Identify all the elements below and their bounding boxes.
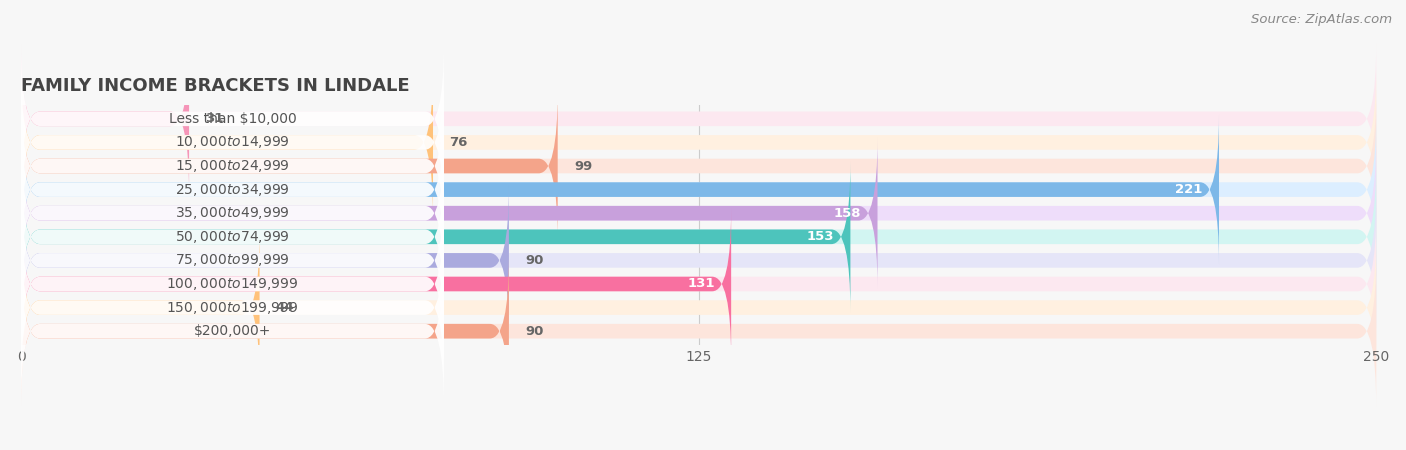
FancyBboxPatch shape (21, 114, 1219, 265)
Text: FAMILY INCOME BRACKETS IN LINDALE: FAMILY INCOME BRACKETS IN LINDALE (21, 77, 409, 95)
FancyBboxPatch shape (21, 67, 444, 218)
Text: 99: 99 (574, 159, 592, 172)
FancyBboxPatch shape (21, 138, 877, 288)
FancyBboxPatch shape (21, 138, 1376, 288)
Text: $100,000 to $149,999: $100,000 to $149,999 (166, 276, 298, 292)
FancyBboxPatch shape (21, 162, 444, 312)
Text: $150,000 to $199,999: $150,000 to $199,999 (166, 300, 298, 315)
Text: 31: 31 (205, 112, 224, 125)
FancyBboxPatch shape (21, 114, 1376, 265)
Text: $10,000 to $14,999: $10,000 to $14,999 (176, 135, 290, 150)
Text: $50,000 to $74,999: $50,000 to $74,999 (176, 229, 290, 245)
Text: 131: 131 (688, 278, 714, 291)
FancyBboxPatch shape (21, 44, 1376, 194)
FancyBboxPatch shape (21, 256, 444, 406)
Text: $200,000+: $200,000+ (194, 324, 271, 338)
FancyBboxPatch shape (21, 185, 509, 336)
Text: $25,000 to $34,999: $25,000 to $34,999 (176, 182, 290, 198)
FancyBboxPatch shape (21, 67, 433, 218)
Text: $75,000 to $99,999: $75,000 to $99,999 (176, 252, 290, 268)
Text: 44: 44 (276, 301, 294, 314)
Text: 76: 76 (450, 136, 468, 149)
FancyBboxPatch shape (21, 232, 260, 383)
Text: 90: 90 (526, 325, 544, 338)
FancyBboxPatch shape (21, 91, 1376, 241)
Text: Less than $10,000: Less than $10,000 (169, 112, 297, 126)
Text: 90: 90 (526, 254, 544, 267)
FancyBboxPatch shape (21, 185, 444, 336)
Text: 158: 158 (834, 207, 862, 220)
FancyBboxPatch shape (21, 67, 1376, 218)
FancyBboxPatch shape (21, 162, 851, 312)
FancyBboxPatch shape (21, 256, 1376, 406)
FancyBboxPatch shape (21, 185, 1376, 336)
FancyBboxPatch shape (21, 209, 1376, 359)
FancyBboxPatch shape (21, 44, 444, 194)
Text: 153: 153 (807, 230, 834, 243)
FancyBboxPatch shape (21, 209, 444, 359)
Text: $15,000 to $24,999: $15,000 to $24,999 (176, 158, 290, 174)
FancyBboxPatch shape (21, 91, 558, 241)
FancyBboxPatch shape (21, 138, 444, 288)
FancyBboxPatch shape (21, 232, 444, 383)
Text: Source: ZipAtlas.com: Source: ZipAtlas.com (1251, 14, 1392, 27)
FancyBboxPatch shape (21, 162, 1376, 312)
FancyBboxPatch shape (21, 114, 444, 265)
FancyBboxPatch shape (21, 44, 188, 194)
FancyBboxPatch shape (21, 256, 509, 406)
FancyBboxPatch shape (21, 91, 444, 241)
FancyBboxPatch shape (21, 232, 1376, 383)
Text: 221: 221 (1175, 183, 1202, 196)
Text: $35,000 to $49,999: $35,000 to $49,999 (176, 205, 290, 221)
FancyBboxPatch shape (21, 209, 731, 359)
